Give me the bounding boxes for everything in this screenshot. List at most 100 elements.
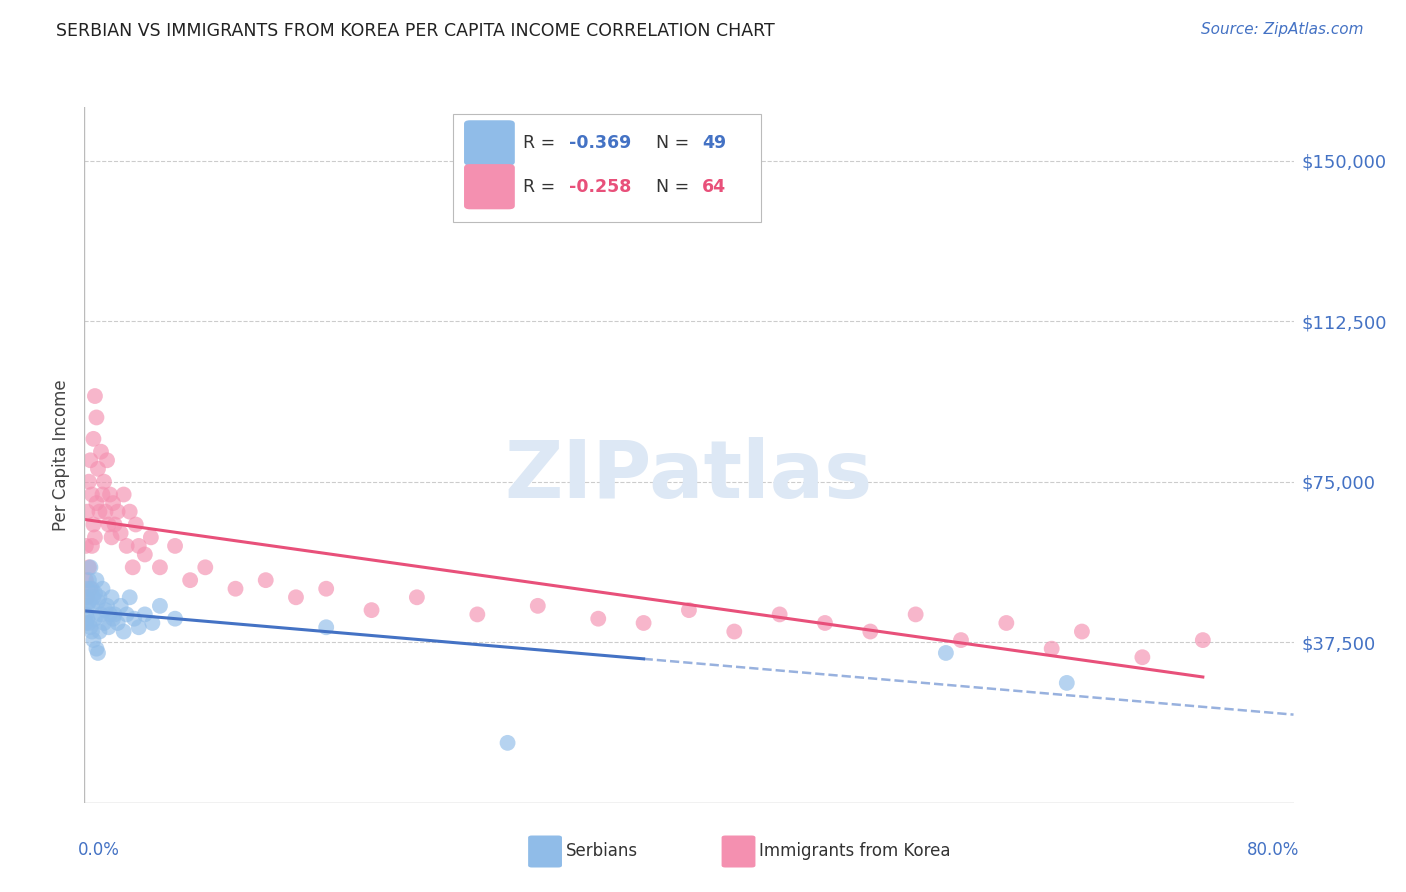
Point — [76, 591, 98, 605]
Point — [134, 607, 156, 622]
FancyBboxPatch shape — [464, 164, 515, 210]
Text: -0.369: -0.369 — [569, 134, 631, 153]
Point — [527, 599, 550, 613]
Text: 49: 49 — [702, 134, 727, 153]
Point — [406, 591, 429, 605]
Text: N =: N = — [657, 178, 695, 196]
Point — [80, 599, 103, 613]
Point — [79, 560, 101, 574]
Point — [75, 607, 97, 622]
Point — [76, 582, 98, 596]
Point — [84, 389, 107, 403]
Point — [93, 475, 115, 489]
Point — [79, 453, 101, 467]
Point — [80, 539, 103, 553]
Point — [165, 612, 187, 626]
Point — [82, 517, 104, 532]
Point — [98, 487, 121, 501]
Point — [75, 573, 97, 587]
Point — [678, 603, 700, 617]
Point — [110, 599, 132, 613]
Point — [100, 591, 122, 605]
Point — [86, 496, 108, 510]
Point — [89, 505, 111, 519]
Point — [104, 607, 127, 622]
Point — [79, 582, 101, 596]
Point — [112, 624, 135, 639]
Point — [86, 641, 108, 656]
Text: SERBIAN VS IMMIGRANTS FROM KOREA PER CAPITA INCOME CORRELATION CHART: SERBIAN VS IMMIGRANTS FROM KOREA PER CAP… — [56, 22, 775, 40]
Point — [77, 615, 100, 630]
Point — [165, 539, 187, 553]
Point — [96, 599, 118, 613]
Point — [75, 539, 97, 553]
Point — [101, 612, 124, 626]
Point — [87, 594, 110, 608]
Point — [814, 615, 837, 630]
Point — [76, 612, 98, 626]
Point — [1130, 650, 1153, 665]
Text: R =: R = — [523, 178, 561, 196]
Point — [86, 573, 108, 587]
Point — [89, 591, 111, 605]
Point — [134, 548, 156, 562]
Point — [128, 620, 150, 634]
Point — [633, 615, 655, 630]
Text: Source: ZipAtlas.com: Source: ZipAtlas.com — [1201, 22, 1364, 37]
Point — [149, 560, 172, 574]
Point — [904, 607, 927, 622]
Point — [75, 591, 97, 605]
Point — [496, 736, 519, 750]
Point — [194, 560, 217, 574]
Point — [995, 615, 1018, 630]
Point — [90, 444, 112, 458]
Point — [141, 615, 163, 630]
Point — [84, 530, 107, 544]
Text: Serbians: Serbians — [565, 842, 638, 860]
Point — [100, 530, 122, 544]
Point — [588, 612, 610, 626]
Point — [723, 624, 745, 639]
Point — [254, 573, 277, 587]
Point — [97, 517, 120, 532]
Point — [122, 612, 145, 626]
FancyBboxPatch shape — [453, 114, 762, 222]
Text: 0.0%: 0.0% — [79, 841, 120, 859]
Point — [89, 624, 111, 639]
Point — [107, 615, 129, 630]
Point — [80, 487, 103, 501]
Point — [110, 526, 132, 541]
Point — [1071, 624, 1094, 639]
Point — [285, 591, 308, 605]
Point — [104, 517, 127, 532]
Point — [118, 591, 141, 605]
Point — [76, 599, 98, 613]
Text: Immigrants from Korea: Immigrants from Korea — [759, 842, 950, 860]
Point — [101, 496, 124, 510]
Point — [1056, 676, 1078, 690]
Point — [225, 582, 247, 596]
Point — [91, 487, 114, 501]
Point — [82, 432, 104, 446]
Point — [139, 530, 162, 544]
Text: 64: 64 — [702, 178, 727, 196]
Text: N =: N = — [657, 134, 695, 153]
Point — [84, 586, 107, 600]
Point — [79, 620, 101, 634]
Point — [94, 603, 117, 617]
Point — [98, 607, 121, 622]
Point — [112, 487, 135, 501]
Point — [90, 607, 112, 622]
Point — [87, 646, 110, 660]
Text: -0.258: -0.258 — [569, 178, 631, 196]
FancyBboxPatch shape — [464, 120, 515, 166]
Point — [115, 607, 138, 622]
Point — [77, 475, 100, 489]
Point — [77, 594, 100, 608]
Point — [107, 505, 129, 519]
Point — [94, 505, 117, 519]
Point — [82, 633, 104, 648]
Y-axis label: Per Capita Income: Per Capita Income — [52, 379, 70, 531]
Point — [950, 633, 973, 648]
Point — [115, 539, 138, 553]
